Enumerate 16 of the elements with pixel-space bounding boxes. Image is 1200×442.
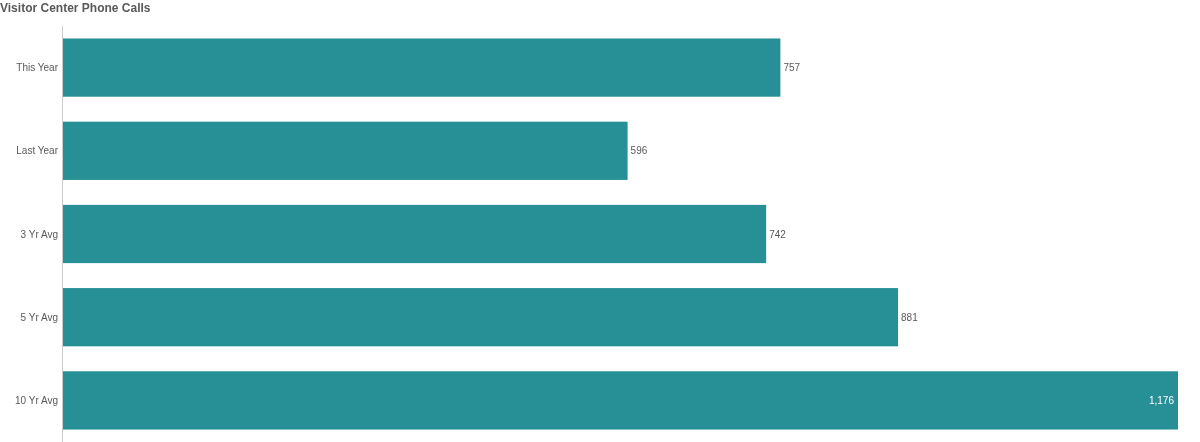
data-label: 757: [783, 62, 801, 74]
y-tick-label: 10 Yr Avg: [15, 394, 58, 406]
y-tick-label: 5 Yr Avg: [20, 311, 58, 323]
y-tick-label: 3 Yr Avg: [20, 228, 58, 240]
bar: [62, 204, 767, 264]
y-tick-label: This Year: [16, 62, 59, 74]
data-label: 881: [901, 311, 919, 323]
bar: [62, 121, 628, 180]
data-label: 596: [630, 145, 648, 157]
bar: [62, 371, 1178, 430]
chart-title: Visitor Center Phone Calls: [0, 1, 151, 15]
bar: [62, 288, 899, 347]
data-label: 1,176: [1148, 394, 1175, 406]
y-tick-label: Last Year: [16, 145, 59, 157]
data-label: 742: [769, 228, 787, 240]
bar: [62, 38, 781, 97]
